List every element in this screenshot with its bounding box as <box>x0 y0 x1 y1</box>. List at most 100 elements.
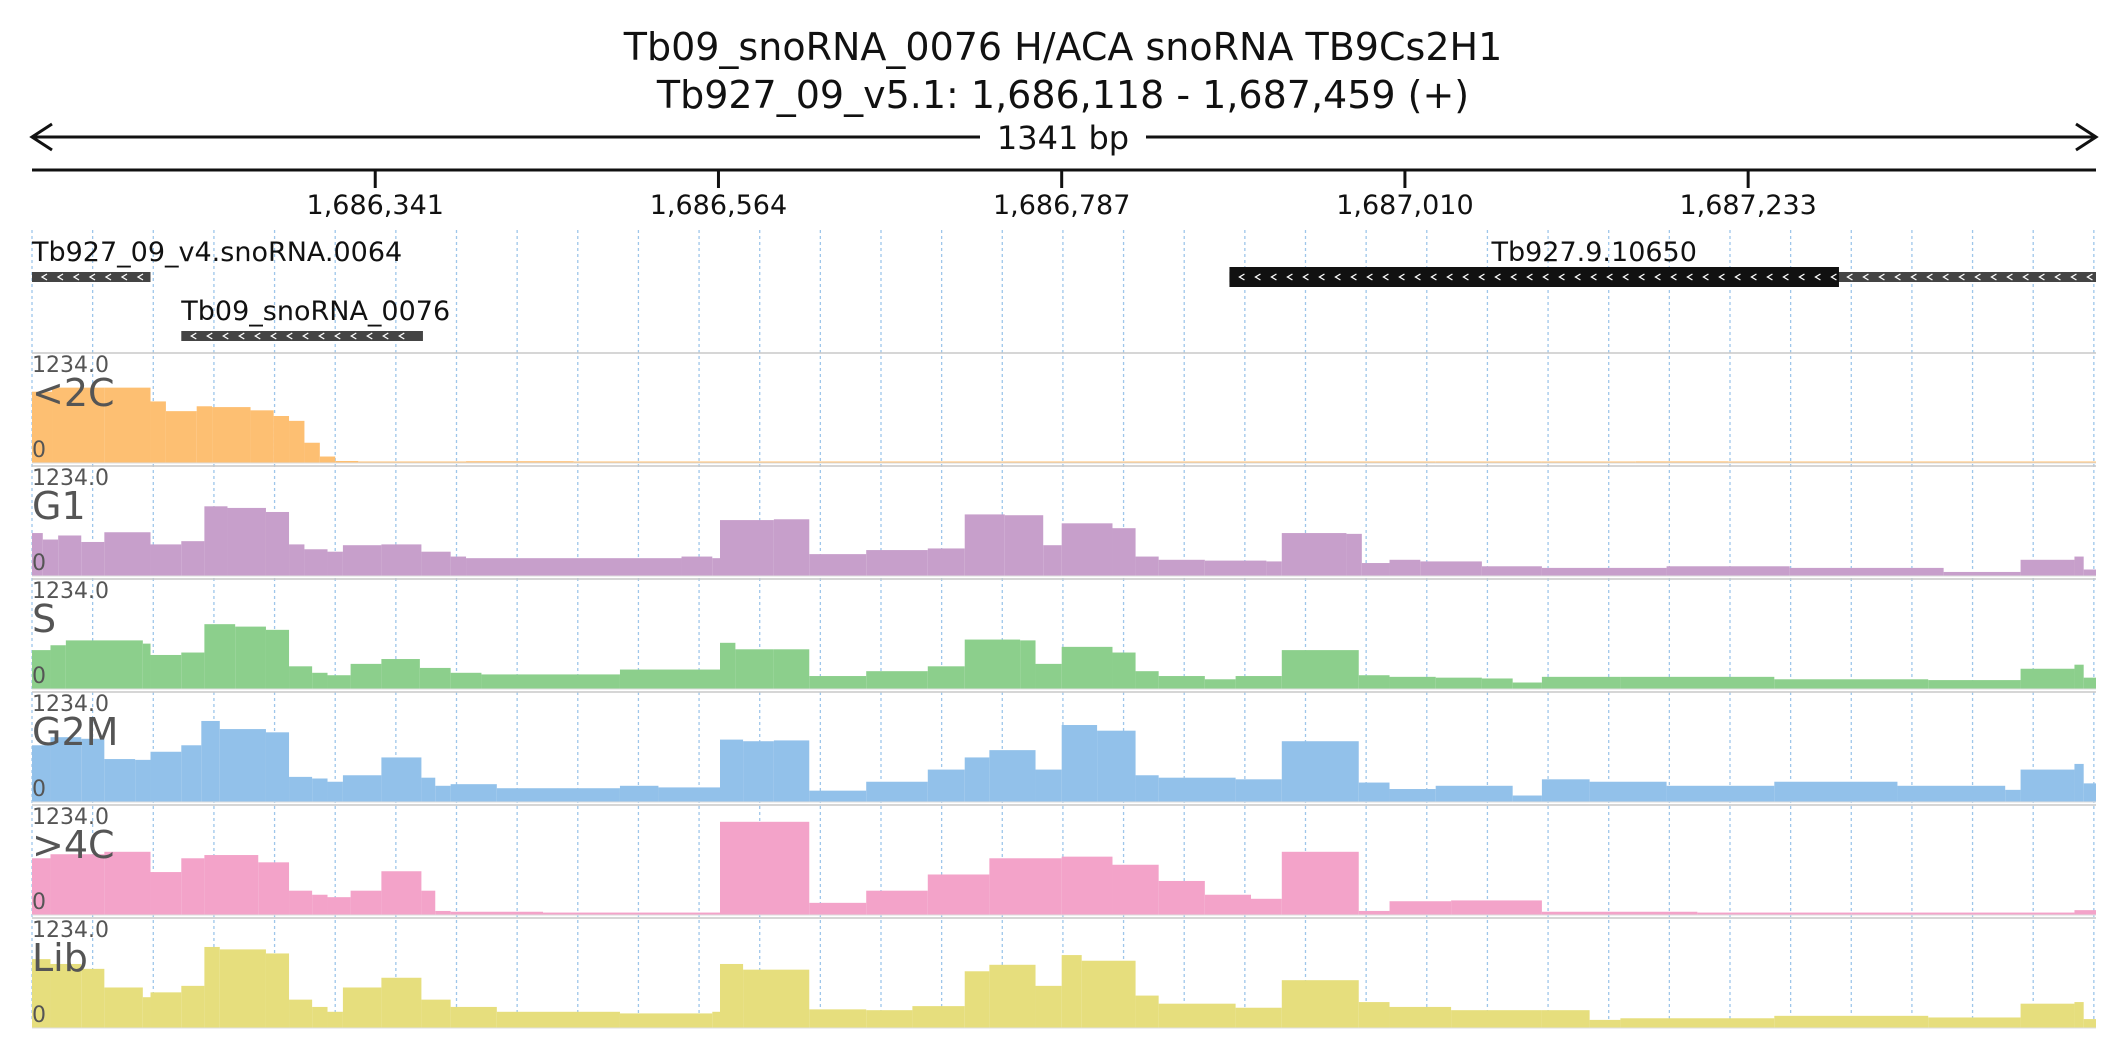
coverage-bar <box>265 732 290 802</box>
coverage-bar <box>964 757 990 802</box>
coverage-bar <box>1541 676 1621 689</box>
strand-chevron <box>136 273 144 281</box>
strand-chevron <box>1350 273 1357 281</box>
coverage-bar <box>450 556 467 576</box>
strand-chevron <box>1910 273 1917 281</box>
coverage-bar <box>1346 533 1362 576</box>
coverage-bar <box>219 949 266 1028</box>
coverage-bar <box>1235 779 1282 802</box>
coverage-bar <box>466 558 682 576</box>
coverage-bar <box>912 1006 965 1028</box>
strand-chevron <box>318 332 325 340</box>
strand-chevron <box>1686 273 1693 281</box>
strand-chevron <box>2054 273 2061 281</box>
track->4C: 1234.0>4C 0 <box>32 804 2096 916</box>
coverage-bar <box>1281 741 1359 802</box>
coverage-bar <box>2083 783 2096 802</box>
coverage-bar <box>496 1011 620 1028</box>
coverage-bar <box>866 890 928 915</box>
coverage-bar <box>250 410 274 463</box>
coverage-bar <box>350 890 382 915</box>
coverage-tracks: 1234.0<2C01234.0G101234.0S01234.0G2M0123… <box>32 352 2096 1029</box>
strand-chevron <box>1462 273 1469 281</box>
strand-chevron <box>1606 273 1613 281</box>
length-ruler-left-arrow <box>29 122 53 152</box>
coverage-bar <box>927 666 965 689</box>
coverage-bar <box>1251 898 1282 915</box>
coverage-bar <box>1035 985 1062 1028</box>
strand-chevron <box>238 332 245 340</box>
track-max-label: 1234.0 <box>32 918 109 943</box>
track-name-label: Lib <box>32 936 88 980</box>
coverage-bar <box>204 946 220 1028</box>
coverage-bar <box>32 858 51 915</box>
coverage-bar <box>1451 1010 1542 1028</box>
coverage-bar <box>1620 1018 1775 1028</box>
coverage-bar <box>1541 567 1667 576</box>
coverage-bar <box>720 520 774 576</box>
coverage-bar <box>312 778 328 802</box>
x-tick-label: 1,687,233 <box>1679 190 1816 221</box>
coverage-bar <box>1774 679 1929 689</box>
coverage-bar <box>1035 769 1062 802</box>
coverage-bar <box>58 535 82 576</box>
coverage-bar <box>720 821 810 915</box>
strand-chevron <box>1862 273 1869 281</box>
strand-chevron <box>1782 273 1789 281</box>
coverage-bar <box>381 659 420 689</box>
coverage-bar <box>358 461 467 463</box>
coverage-bar <box>1389 901 1452 915</box>
strand-chevron <box>270 332 277 340</box>
coverage-bar <box>1728 461 2096 463</box>
coverage-bar <box>712 1011 720 1028</box>
coverage-bar <box>342 987 382 1028</box>
strand-chevron <box>254 332 261 340</box>
coverage-bar <box>2074 910 2096 915</box>
coverage-bar <box>964 514 1005 576</box>
coverage-bar <box>2020 559 2075 576</box>
coverage-bar <box>289 544 305 576</box>
coverage-bar <box>50 854 105 915</box>
track-max-label: 1234.0 <box>32 353 109 378</box>
strand-chevron <box>1814 273 1821 281</box>
x-tick-label: 1,686,787 <box>993 190 1130 221</box>
coverage-bar <box>165 411 197 463</box>
coverage-bar <box>1135 556 1159 576</box>
coverage-bar <box>1451 900 1542 915</box>
coverage-bar <box>1235 1007 1282 1028</box>
length-ruler-right-arrow <box>2075 122 2099 152</box>
track-max-label: 1234.0 <box>32 466 109 491</box>
x-tick-label: 1,686,564 <box>650 190 787 221</box>
coverage-bar <box>350 663 382 689</box>
coverage-bar <box>1035 663 1062 689</box>
strand-chevron <box>382 332 389 340</box>
strand-chevron <box>120 273 128 281</box>
strand-chevron <box>1654 273 1661 281</box>
coverage-bar <box>743 741 774 802</box>
coverage-bar <box>1541 461 1636 463</box>
coverage-bar <box>319 456 336 463</box>
strand-chevron <box>2038 273 2045 281</box>
coverage-bar <box>1358 910 1390 915</box>
coverage-bar <box>1420 561 1482 576</box>
coverage-bar <box>381 544 422 576</box>
strand-chevron <box>104 273 112 281</box>
coverage-bar <box>50 737 82 802</box>
track-name-label: S <box>32 597 56 641</box>
coverage-bar <box>1928 680 2021 689</box>
strand-chevron <box>1382 273 1389 281</box>
coverage-bar <box>1061 725 1098 802</box>
coverage-bar <box>1943 571 2021 576</box>
strand-chevron <box>1270 273 1277 281</box>
coverage-bar <box>1897 785 2006 802</box>
coverage-bar <box>181 745 202 802</box>
strand-chevron <box>1366 273 1373 281</box>
coverage-bar <box>1097 730 1136 802</box>
coverage-bar <box>289 420 305 463</box>
coverage-bar <box>809 790 867 802</box>
coverage-bar <box>866 671 928 689</box>
strand-chevron <box>1894 273 1901 281</box>
coverage-bar <box>1158 880 1205 915</box>
coverage-bar <box>1435 785 1513 802</box>
